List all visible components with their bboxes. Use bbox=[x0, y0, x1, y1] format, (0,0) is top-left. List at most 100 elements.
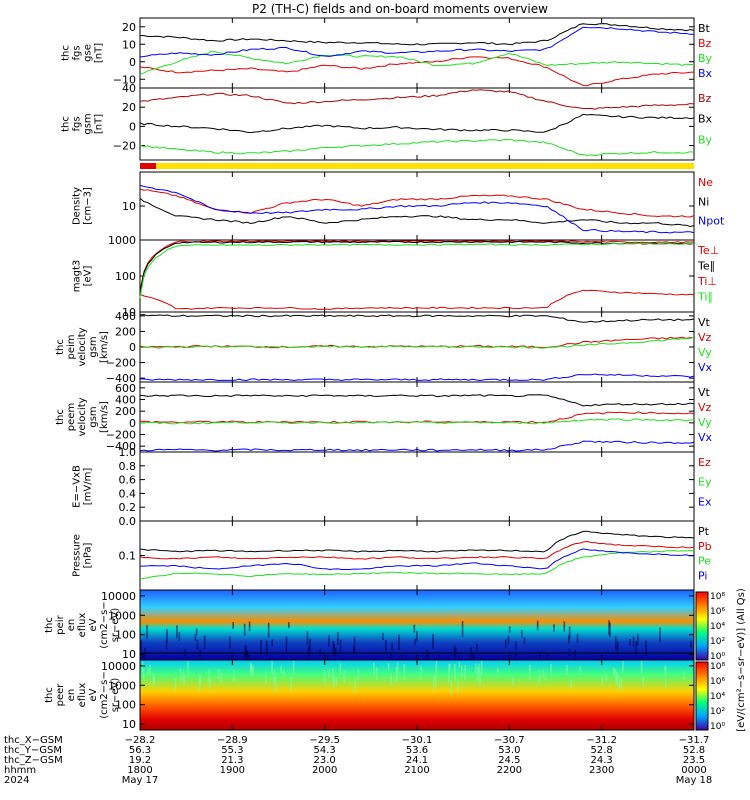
spectrogram-texture bbox=[184, 649, 186, 656]
y-tick-label: 20 bbox=[122, 101, 136, 114]
y-tick-label: 100 bbox=[115, 629, 136, 642]
footer-hhmm: 2300 bbox=[589, 765, 614, 776]
spectrogram-texture bbox=[477, 666, 479, 681]
y-tick-label: 0.0 bbox=[119, 515, 137, 528]
y-tick-label: 40 bbox=[122, 82, 136, 95]
footer-z: 19.2 bbox=[129, 755, 151, 766]
spectrogram-texture bbox=[470, 647, 472, 663]
series-pb bbox=[139, 540, 695, 560]
spectrogram-texture bbox=[354, 677, 356, 694]
legend-pb: Pb bbox=[698, 540, 712, 553]
colorbar-tick: 10⁸ bbox=[710, 662, 725, 672]
spectrogram-texture bbox=[165, 639, 168, 649]
y-tick-label: 200 bbox=[115, 325, 136, 338]
legend-vt: Vt bbox=[698, 386, 711, 399]
spectrogram-texture bbox=[478, 663, 480, 674]
y-axis-label-line: [mV/m] bbox=[83, 468, 94, 506]
spectrogram-texture bbox=[416, 631, 418, 642]
legend-bt: Bt bbox=[698, 22, 711, 35]
series-bx bbox=[139, 113, 695, 134]
footer-x: −28.9 bbox=[217, 735, 248, 746]
spectrogram-texture bbox=[218, 668, 220, 680]
spectrogram-texture bbox=[142, 669, 145, 679]
spectrogram-texture bbox=[481, 660, 483, 675]
y-axis-label-line: [nPa] bbox=[83, 542, 94, 568]
spectrogram-texture bbox=[141, 653, 144, 663]
legend-vx: Vx bbox=[698, 361, 713, 374]
y-axis-label: thcpeerenefluxeV(cm2−s−sr−eV) bbox=[44, 671, 121, 718]
y-tick-label: −10 bbox=[113, 73, 136, 86]
series-vt bbox=[139, 314, 695, 323]
series-te⊥ bbox=[139, 240, 695, 291]
y-axis-label-line: [km/s] bbox=[99, 331, 110, 363]
y-axis-label-line: velocity bbox=[77, 327, 88, 366]
y-axis-label: thcfgsgsm[nT] bbox=[61, 113, 105, 134]
y-axis-label-line: peem bbox=[66, 403, 77, 431]
series-pi bbox=[140, 548, 695, 571]
series-pt bbox=[139, 530, 695, 553]
legend-vz: Vz bbox=[698, 331, 712, 344]
spectrogram-texture bbox=[250, 663, 252, 673]
series-vy bbox=[139, 336, 695, 349]
footer-row-label: thc_Y−GSM bbox=[4, 745, 62, 756]
spectrogram-texture bbox=[608, 620, 610, 635]
y-axis-label-line: (cm2−s− bbox=[99, 671, 110, 718]
footer-row-label: 2024 bbox=[4, 775, 29, 786]
spectrogram-texture bbox=[601, 675, 604, 685]
y-axis-label-line: gsm bbox=[83, 113, 94, 134]
y-axis-label-line: (cm2−s− bbox=[99, 601, 110, 648]
series-vx bbox=[139, 440, 695, 452]
y-axis-label: thcpeirenefluxeV(cm2−s−sr−eV) bbox=[44, 601, 121, 648]
spectrogram-texture bbox=[507, 635, 510, 645]
y-tick-label: 10000 bbox=[101, 660, 136, 673]
spectrogram-texture bbox=[337, 632, 339, 646]
spectrogram-texture bbox=[563, 621, 566, 632]
y-tick-label: 600 bbox=[115, 382, 136, 395]
spectrogram-texture bbox=[529, 665, 531, 680]
spectrogram-texture bbox=[398, 634, 400, 650]
y-axis-label-line: [nT] bbox=[94, 43, 105, 63]
spectrogram-texture bbox=[328, 635, 330, 647]
spectrogram-texture bbox=[229, 636, 231, 649]
colorbar-tick: 10⁶ bbox=[710, 607, 725, 617]
y-axis-label: thcfgsgse[nT] bbox=[61, 43, 105, 63]
y-axis-label: E=−VxB[mV/m] bbox=[72, 465, 94, 508]
spectrogram-texture bbox=[357, 669, 360, 680]
spectrogram-texture bbox=[457, 679, 459, 693]
spectrogram-texture bbox=[288, 622, 290, 629]
spectrogram-texture bbox=[605, 674, 608, 681]
spectrogram-texture bbox=[332, 641, 334, 654]
spectrogram-texture bbox=[252, 666, 254, 675]
footer-x: −29.5 bbox=[309, 735, 340, 746]
y-axis-label-line: gsm bbox=[88, 336, 99, 357]
spectrogram-texture bbox=[454, 664, 456, 672]
footer-y: 56.3 bbox=[129, 745, 151, 756]
spectrogram-texture bbox=[432, 634, 434, 649]
spectrogram-texture bbox=[196, 639, 199, 650]
colorbar-tick: 10² bbox=[710, 637, 725, 647]
colorbar-label: [eV/(cm²−s−sr−eV)] (All Qs) bbox=[736, 588, 747, 732]
spectrogram-texture bbox=[209, 677, 211, 690]
spectrogram-texture bbox=[199, 675, 201, 685]
y-axis-label-line: thc bbox=[61, 116, 72, 132]
series-vy bbox=[140, 418, 695, 425]
panel-fgs-gse: 20 10 0 −10 thcfgsgse[nT] Bt Bz By Bx bbox=[61, 17, 713, 89]
spectrogram-texture bbox=[521, 629, 523, 638]
legend-ey: Ey bbox=[698, 476, 712, 489]
spectrogram-texture bbox=[450, 680, 453, 695]
spectrogram-texture bbox=[247, 651, 249, 662]
footer-hhmm: 2100 bbox=[404, 765, 429, 776]
y-axis-label-line: magt3 bbox=[72, 260, 83, 293]
y-axis-label-line: peir bbox=[55, 614, 66, 634]
y-axis-label-line: eV bbox=[88, 688, 99, 701]
spectrogram-texture bbox=[464, 664, 466, 680]
series-bz bbox=[139, 56, 695, 87]
y-tick-label: 10 bbox=[122, 648, 136, 661]
legend-ti⊥: Ti⊥ bbox=[697, 275, 717, 288]
y-axis-label-line: thc bbox=[44, 687, 55, 703]
legend-ne: Ne bbox=[698, 176, 713, 189]
y-axis-label: magt3[eV] bbox=[72, 260, 94, 293]
